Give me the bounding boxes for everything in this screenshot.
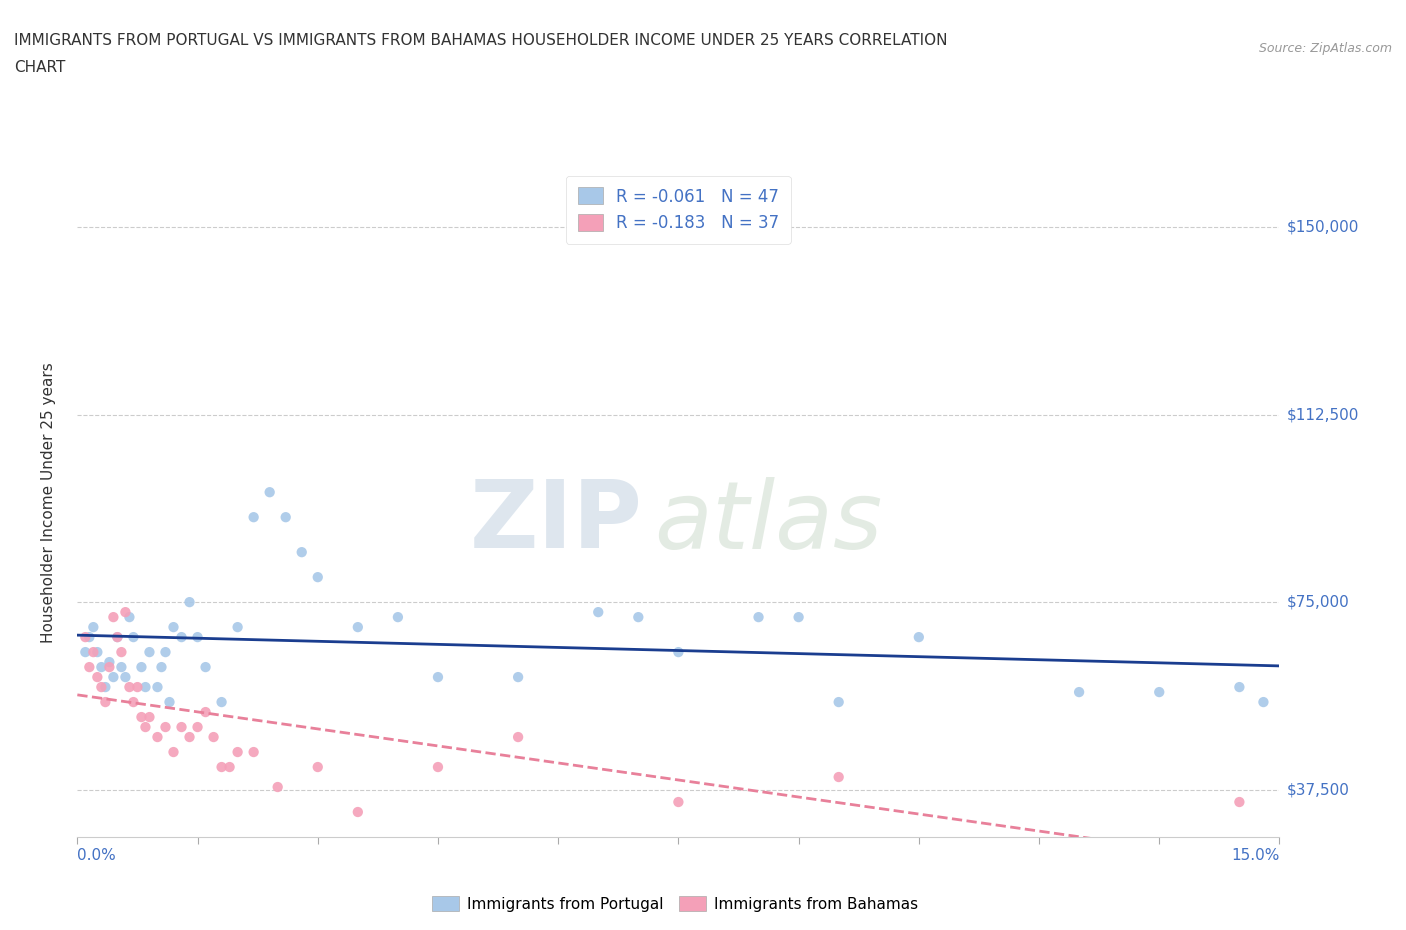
Point [94, 695, 117, 710]
Point [179, 730, 201, 745]
Point [748, 610, 770, 625]
Point [107, 630, 129, 644]
Point [346, 619, 368, 634]
Point [226, 745, 249, 760]
Point [627, 610, 650, 625]
Point [131, 659, 153, 674]
Point [194, 659, 217, 674]
Point [138, 644, 160, 659]
Point [211, 695, 233, 710]
Point [110, 659, 132, 674]
Point [79, 659, 101, 674]
Point [427, 760, 450, 775]
Point [787, 610, 810, 625]
Point [307, 760, 329, 775]
Point [588, 604, 610, 619]
Point [828, 695, 851, 710]
Point [668, 644, 690, 659]
Point [668, 794, 690, 809]
Point [186, 630, 209, 644]
Point [86, 644, 108, 659]
Point [159, 695, 181, 710]
Point [114, 604, 136, 619]
Point [118, 680, 141, 695]
Text: atlas: atlas [654, 477, 883, 568]
Text: $150,000: $150,000 [1286, 219, 1358, 235]
Point [86, 670, 108, 684]
Point [1069, 684, 1091, 699]
Point [170, 630, 193, 644]
Point [218, 760, 240, 775]
Point [134, 680, 156, 695]
Point [170, 720, 193, 735]
Text: $75,000: $75,000 [1286, 594, 1350, 610]
Point [162, 619, 184, 634]
Point [110, 644, 132, 659]
Point [138, 710, 160, 724]
Point [75, 644, 97, 659]
Text: IMMIGRANTS FROM PORTUGAL VS IMMIGRANTS FROM BAHAMAS HOUSEHOLDER INCOME UNDER 25 : IMMIGRANTS FROM PORTUGAL VS IMMIGRANTS F… [14, 33, 948, 47]
Point [226, 619, 249, 634]
Point [131, 710, 153, 724]
Point [508, 730, 530, 745]
Point [427, 670, 450, 684]
Point [1229, 680, 1251, 695]
Point [1253, 695, 1275, 710]
Point [155, 720, 177, 735]
Point [103, 610, 125, 625]
Point [307, 570, 329, 585]
Legend: R = -0.061   N = 47, R = -0.183   N = 37: R = -0.061 N = 47, R = -0.183 N = 37 [567, 176, 790, 244]
Point [82, 644, 104, 659]
Point [122, 630, 145, 644]
Point [387, 610, 409, 625]
Point [118, 610, 141, 625]
Point [134, 720, 156, 735]
Legend: Immigrants from Portugal, Immigrants from Bahamas: Immigrants from Portugal, Immigrants fro… [426, 889, 924, 918]
Point [114, 670, 136, 684]
Point [274, 510, 297, 525]
Point [107, 630, 129, 644]
Point [194, 705, 217, 720]
Point [908, 630, 931, 644]
Point [98, 655, 121, 670]
Point [186, 720, 209, 735]
Point [122, 695, 145, 710]
Point [127, 680, 149, 695]
Text: 15.0%: 15.0% [1232, 848, 1279, 863]
Point [90, 680, 112, 695]
Point [162, 745, 184, 760]
Point [267, 779, 290, 794]
Point [259, 485, 281, 499]
Point [291, 545, 314, 560]
Point [98, 659, 121, 674]
Point [1149, 684, 1171, 699]
Text: ZIP: ZIP [470, 476, 643, 568]
Point [146, 680, 169, 695]
Point [75, 630, 97, 644]
Point [211, 760, 233, 775]
Text: CHART: CHART [14, 60, 66, 75]
Point [508, 670, 530, 684]
Point [155, 644, 177, 659]
Y-axis label: Householder Income Under 25 years: Householder Income Under 25 years [42, 362, 56, 643]
Point [79, 630, 101, 644]
Point [242, 510, 264, 525]
Point [346, 804, 368, 819]
Text: 0.0%: 0.0% [77, 848, 117, 863]
Point [94, 680, 117, 695]
Point [828, 770, 851, 785]
Point [82, 619, 104, 634]
Point [146, 730, 169, 745]
Point [150, 659, 173, 674]
Point [179, 594, 201, 609]
Text: $112,500: $112,500 [1286, 407, 1358, 422]
Text: Source: ZipAtlas.com: Source: ZipAtlas.com [1258, 42, 1392, 55]
Point [103, 670, 125, 684]
Point [90, 659, 112, 674]
Point [242, 745, 264, 760]
Point [1229, 794, 1251, 809]
Text: $37,500: $37,500 [1286, 782, 1350, 797]
Point [202, 730, 225, 745]
